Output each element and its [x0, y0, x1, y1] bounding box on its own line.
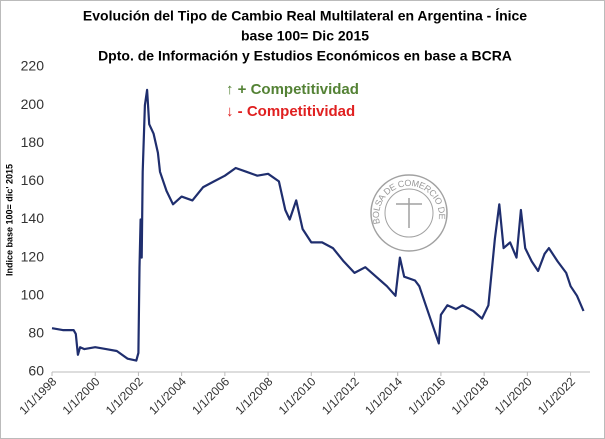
chart-title: Evolución del Tipo de Cambio Real Multil… [83, 8, 527, 24]
y-tick-label: 200 [21, 96, 45, 112]
y-tick-label: 220 [21, 58, 45, 74]
y-axis-label: Indice base 100= dic' 2015 [4, 164, 14, 276]
data-line [51, 88, 585, 362]
chart-title: base 100= Dic 2015 [241, 28, 369, 44]
annotation: ↑ + Competitividad [226, 81, 359, 98]
y-tick-label: 160 [21, 172, 45, 188]
y-tick-label: 140 [21, 210, 45, 226]
annotation: ↓ - Competitividad [226, 103, 355, 120]
y-tick-label: 180 [21, 134, 45, 150]
y-tick-label: 100 [21, 286, 45, 302]
y-tick-label: 120 [21, 248, 45, 264]
chart-title: Dpto. de Información y Estudios Económic… [98, 48, 512, 64]
y-tick-label: 80 [28, 325, 44, 341]
y-tick-label: 60 [28, 363, 44, 379]
logo-ring [384, 188, 434, 238]
logo-ring [370, 174, 448, 252]
